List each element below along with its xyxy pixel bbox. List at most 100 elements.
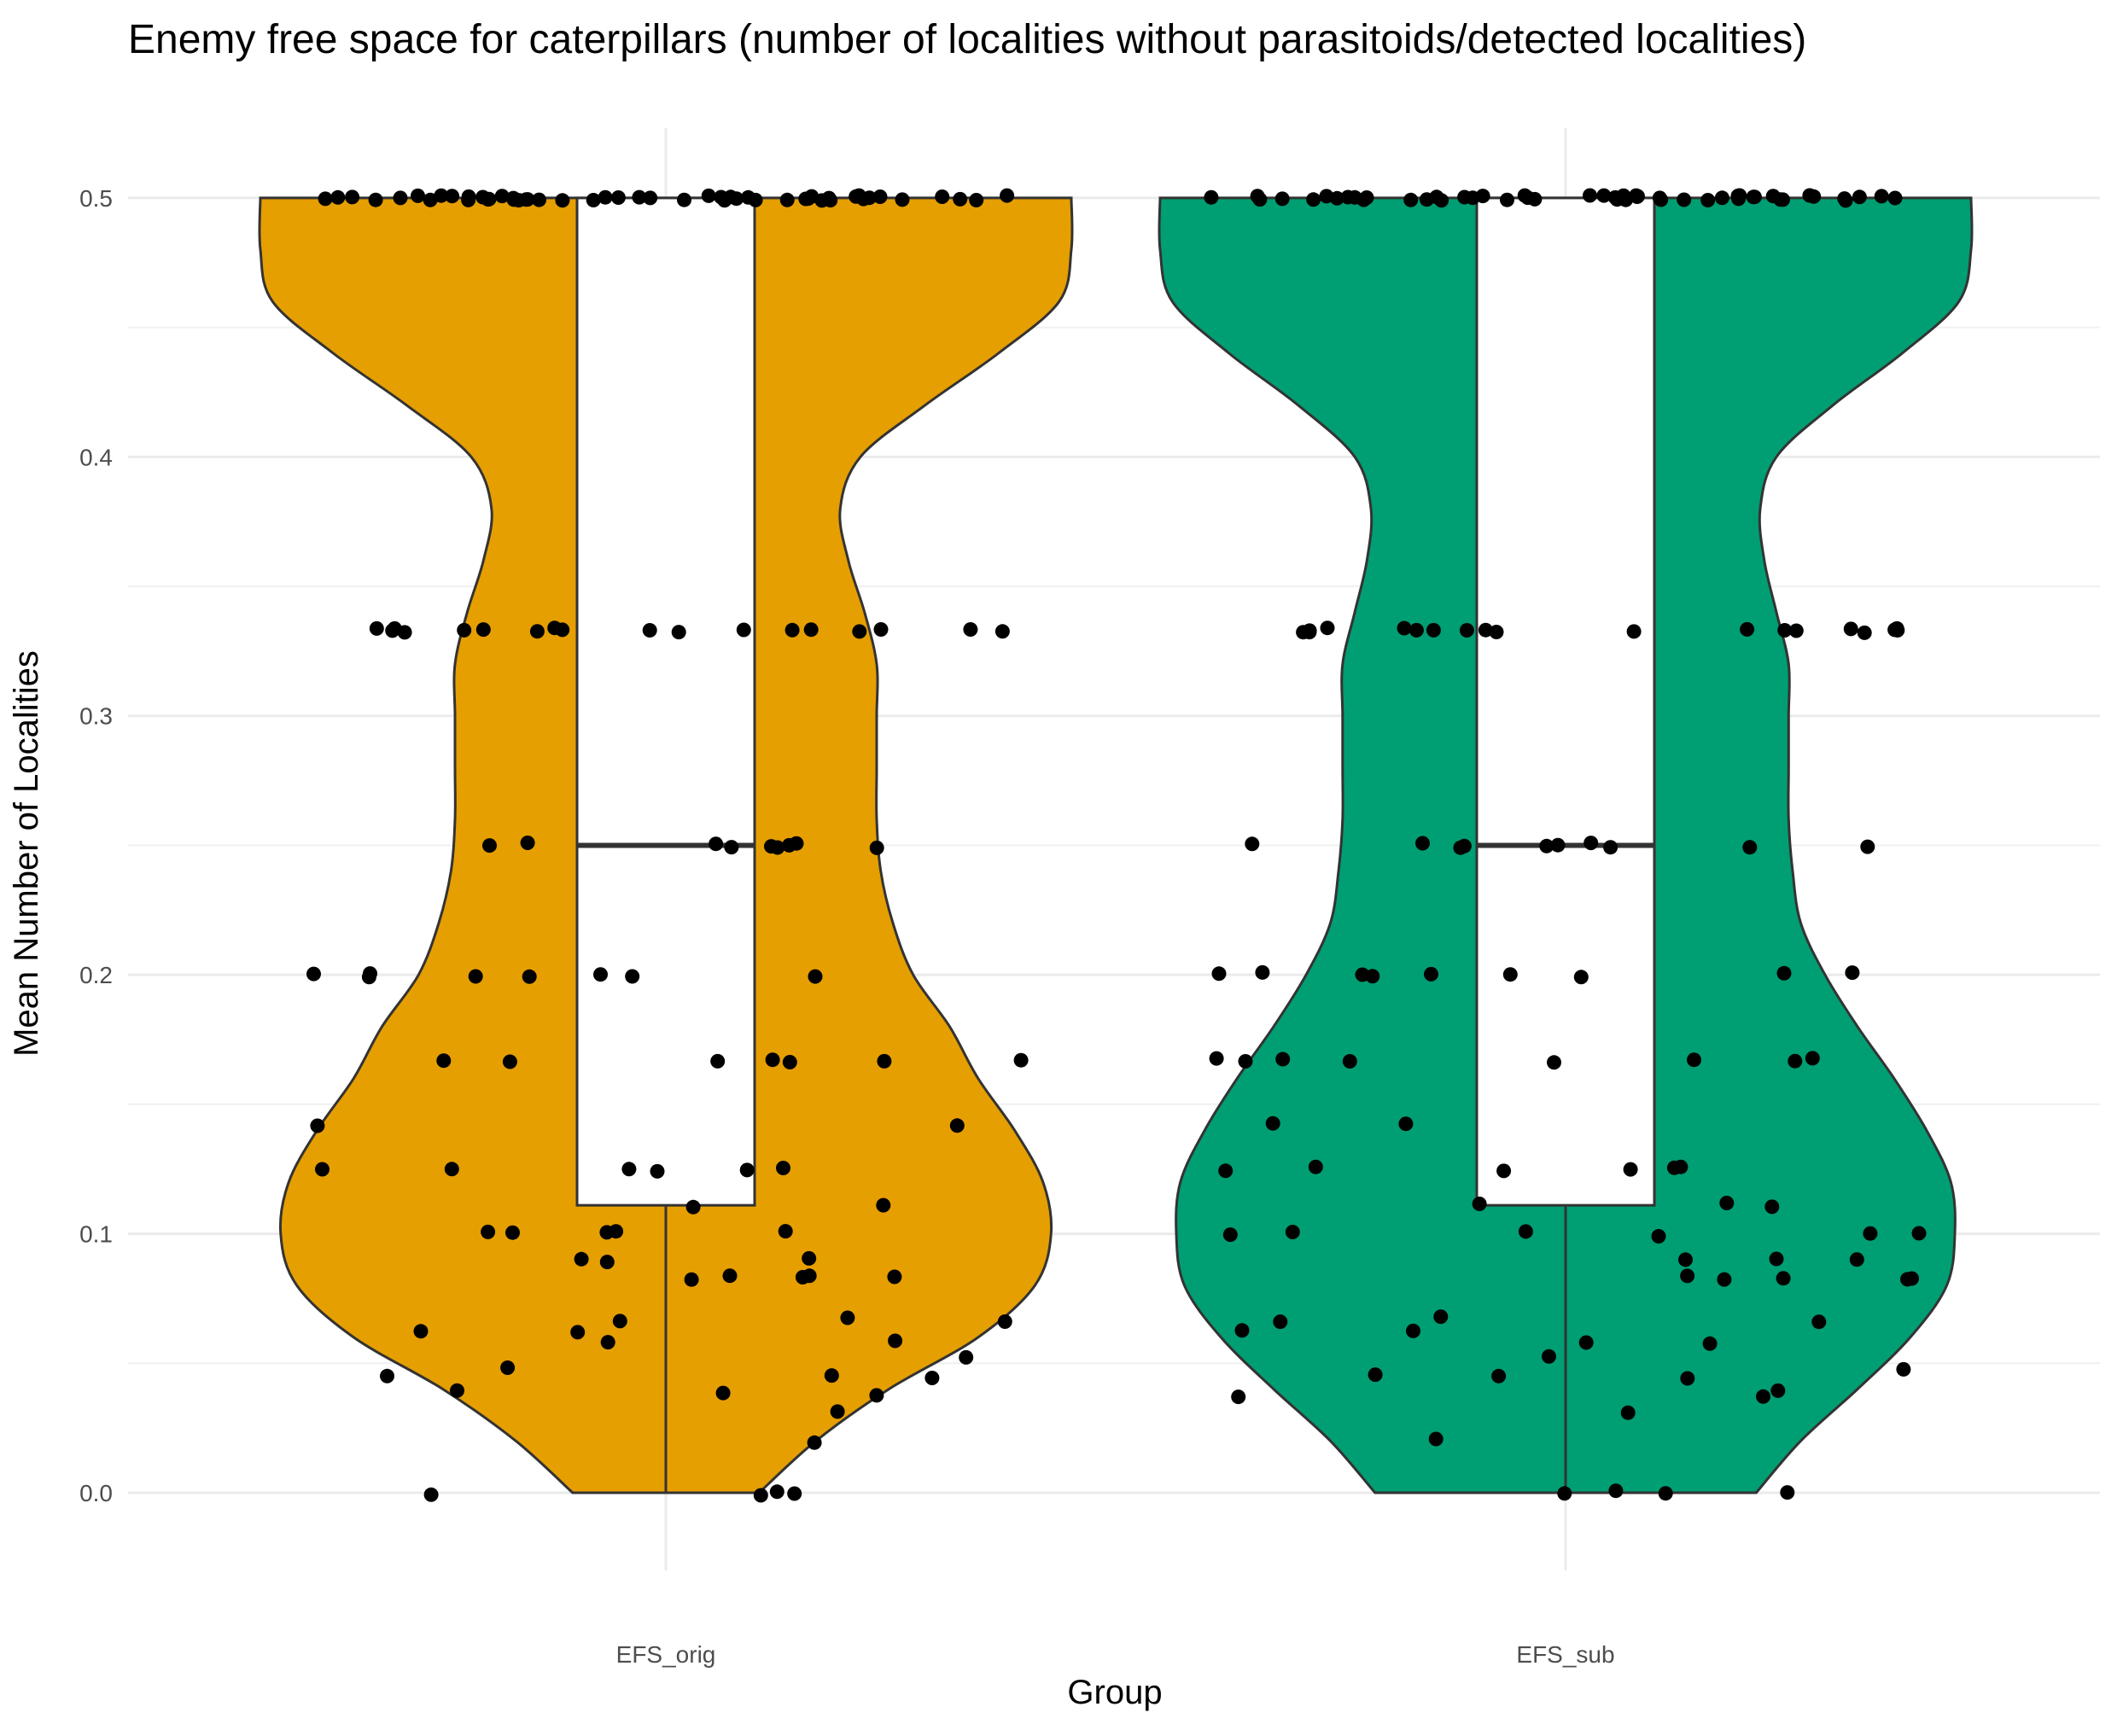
- data-point: [1428, 1431, 1444, 1447]
- data-point: [748, 192, 763, 207]
- data-point: [1687, 1052, 1701, 1068]
- data-point: [1765, 189, 1781, 204]
- data-point: [1255, 964, 1270, 980]
- data-point: [450, 1383, 464, 1398]
- data-point: [599, 1225, 615, 1240]
- data-point: [315, 1162, 330, 1177]
- data-point: [1557, 1486, 1572, 1501]
- data-point: [724, 840, 739, 855]
- data-point: [1547, 1055, 1561, 1070]
- data-point: [1700, 193, 1716, 207]
- data-point: [677, 192, 691, 207]
- data-point: [1539, 838, 1554, 853]
- box-layer: [575, 196, 1656, 1493]
- data-point: [1584, 836, 1599, 851]
- data-point: [457, 622, 472, 638]
- data-point: [1887, 622, 1903, 638]
- data-point: [824, 1368, 839, 1384]
- data-point: [1607, 189, 1623, 205]
- data-point: [778, 1224, 793, 1239]
- x-tick-label: EFS_sub: [1516, 1641, 1614, 1668]
- data-point: [1777, 623, 1793, 638]
- data-point: [1680, 1268, 1695, 1284]
- data-point: [310, 1118, 325, 1133]
- data-point: [468, 969, 483, 984]
- data-point: [782, 1055, 797, 1069]
- data-point: [1409, 622, 1424, 638]
- data-point: [1805, 1051, 1820, 1066]
- box-EFS_sub: [1475, 196, 1656, 1207]
- data-point: [598, 189, 613, 205]
- y-tick-label: 0.0: [79, 1480, 113, 1506]
- data-point: [1680, 1371, 1695, 1386]
- data-point: [506, 192, 522, 207]
- data-point: [1740, 621, 1755, 637]
- x-axis-title: Group: [1067, 1674, 1162, 1711]
- data-point: [1578, 1335, 1594, 1350]
- data-point: [1500, 192, 1514, 207]
- data-point: [1013, 1052, 1029, 1068]
- data-point: [709, 836, 724, 852]
- data-point: [1457, 189, 1473, 205]
- data-point: [643, 190, 658, 206]
- data-point: [1904, 1271, 1919, 1286]
- data-point: [461, 192, 476, 207]
- y-tick-label: 0.1: [79, 1221, 113, 1248]
- data-point: [1860, 839, 1875, 854]
- data-point: [1747, 189, 1762, 205]
- data-point: [1302, 625, 1317, 640]
- data-point: [1653, 192, 1669, 207]
- data-point: [1496, 1163, 1512, 1179]
- data-point: [739, 1162, 755, 1178]
- data-point: [625, 969, 640, 984]
- data-point: [770, 840, 785, 855]
- data-point: [808, 969, 823, 984]
- data-point: [1550, 837, 1566, 853]
- data-point: [729, 191, 744, 207]
- data-point: [1719, 1196, 1735, 1210]
- data-point: [789, 836, 804, 851]
- data-point: [423, 1487, 439, 1502]
- data-point: [869, 840, 884, 855]
- data-point: [1769, 1251, 1784, 1267]
- data-point: [1218, 1163, 1234, 1179]
- data-point: [787, 1486, 802, 1501]
- data-point: [1520, 190, 1536, 206]
- data-point: [1788, 623, 1804, 638]
- data-point: [481, 192, 496, 207]
- data-point: [1911, 1226, 1927, 1241]
- data-point: [1874, 189, 1889, 204]
- x-tick-label: EFS_orig: [616, 1641, 716, 1668]
- data-point: [1415, 836, 1430, 851]
- data-point: [1204, 189, 1219, 205]
- data-point: [1714, 190, 1729, 206]
- data-point: [1677, 192, 1692, 207]
- data-point: [387, 620, 402, 636]
- data-point: [1843, 621, 1858, 637]
- data-point: [650, 1163, 665, 1179]
- data-point: [482, 838, 497, 853]
- data-point: [1000, 188, 1015, 203]
- data-point: [1776, 1271, 1791, 1286]
- data-point: [869, 1388, 884, 1403]
- data-point: [753, 1488, 768, 1503]
- data-point: [1275, 1052, 1291, 1067]
- data-point: [434, 188, 449, 203]
- data-point: [393, 190, 408, 206]
- data-point: [1702, 1336, 1718, 1351]
- data-point: [1573, 970, 1589, 985]
- data-point: [1273, 1314, 1288, 1330]
- data-point: [1426, 622, 1441, 638]
- data-point: [953, 191, 968, 207]
- data-point: [445, 189, 460, 204]
- data-point: [1756, 1389, 1770, 1404]
- data-point: [1658, 1486, 1673, 1501]
- data-point: [1518, 1224, 1533, 1239]
- data-point: [779, 192, 795, 207]
- data-point: [1623, 1162, 1638, 1177]
- data-point: [1398, 1116, 1414, 1132]
- data-point: [1265, 1116, 1280, 1131]
- data-point: [369, 620, 384, 636]
